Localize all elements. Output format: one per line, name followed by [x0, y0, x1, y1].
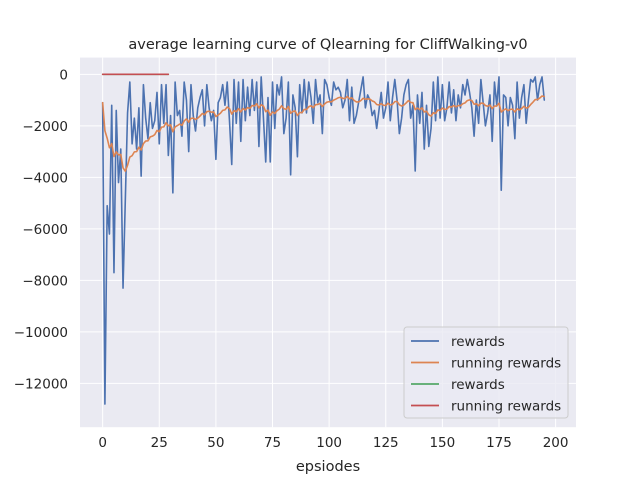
y-tick-label: −12000 [14, 376, 68, 392]
x-tick-label: 175 [486, 435, 512, 451]
x-tick-label: 50 [207, 435, 224, 451]
legend-box [403, 326, 569, 419]
x-tick-label: 125 [373, 435, 399, 451]
x-tick-label: 0 [98, 435, 107, 451]
legend-label: running rewards [451, 356, 561, 372]
x-tick-label: 150 [429, 435, 455, 451]
x-tick-label: 100 [316, 435, 342, 451]
y-tick-label: 0 [59, 67, 68, 83]
series-lines [101, 73, 546, 405]
chart-title: average learning curve of Qlearning for … [128, 37, 527, 53]
y-tick-label: −10000 [14, 325, 68, 341]
legend-label: rewards [451, 377, 505, 393]
y-tick-label: −6000 [22, 222, 68, 238]
y-tick-label: −2000 [22, 119, 68, 135]
legend-label: rewards [451, 334, 505, 350]
tick-labels: 0 25 50 75 100 125 150 175 200 0 −2000 −4000 −6000 −8… [14, 67, 569, 451]
x-tick-label: 200 [543, 435, 569, 451]
x-axis-label: epsiodes [296, 459, 360, 475]
y-tick-label: −8000 [22, 273, 68, 289]
legend-label: running rewards [451, 399, 561, 415]
x-tick-label: 25 [151, 435, 168, 451]
legend: rewards running rewards rewards running rew… [403, 326, 569, 419]
y-tick-label: −4000 [22, 170, 68, 186]
x-tick-label: 75 [264, 435, 281, 451]
series-line-2 [101, 95, 546, 172]
